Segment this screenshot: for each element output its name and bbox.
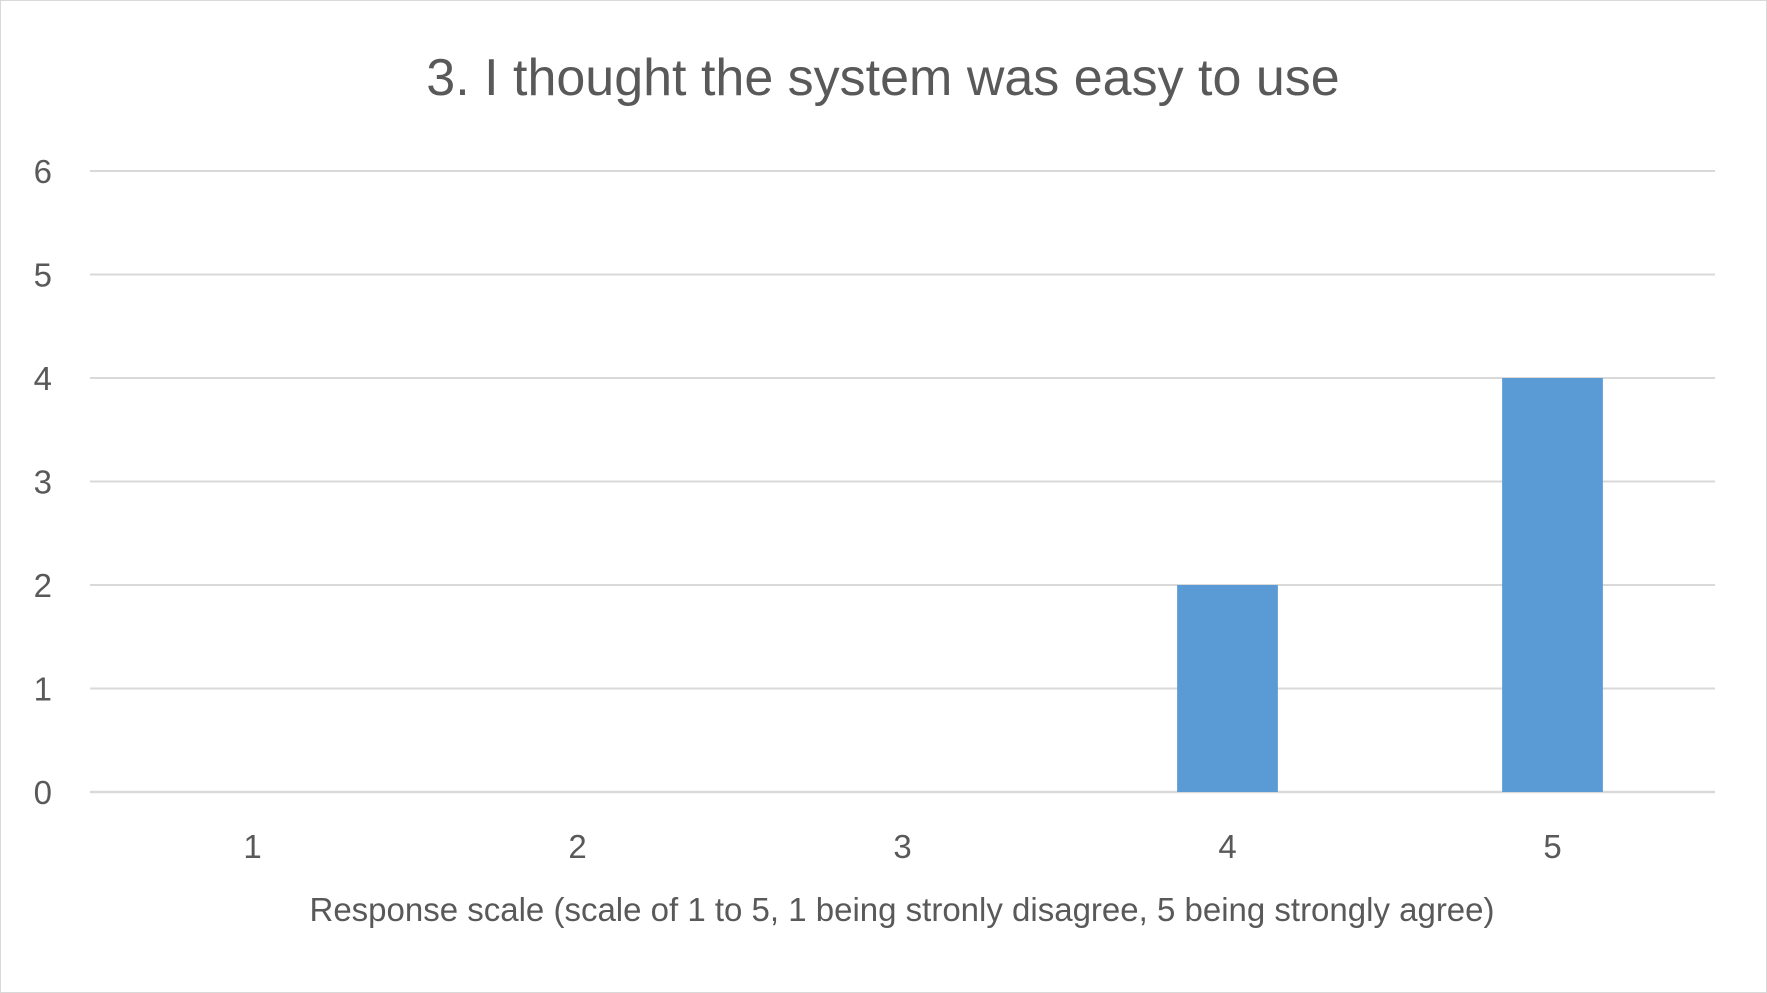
x-axis-title: Response scale (scale of 1 to 5, 1 being… (309, 891, 1494, 928)
y-axis-ticks: 0 1 2 3 4 5 6 (34, 153, 52, 811)
y-tick-label-2: 2 (34, 567, 52, 604)
y-tick-label-3: 3 (34, 464, 52, 501)
y-tick-label-5: 5 (34, 257, 52, 294)
y-tick-label-0: 0 (34, 774, 52, 811)
bars (1177, 378, 1603, 792)
x-tick-label-2: 2 (568, 828, 586, 865)
x-tick-label-4: 4 (1218, 828, 1236, 865)
x-tick-label-5: 5 (1543, 828, 1561, 865)
bar-4 (1177, 585, 1278, 792)
x-tick-label-3: 3 (893, 828, 911, 865)
chart-title: 3. I thought the system was easy to use (426, 49, 1339, 107)
x-tick-label-1: 1 (243, 828, 261, 865)
y-tick-label-1: 1 (34, 671, 52, 708)
bar-5 (1502, 378, 1603, 792)
y-tick-label-4: 4 (34, 360, 52, 397)
x-axis-ticks: 1 2 3 4 5 (243, 828, 1561, 865)
gridlines (90, 170, 1715, 794)
y-tick-label-6: 6 (34, 153, 52, 190)
